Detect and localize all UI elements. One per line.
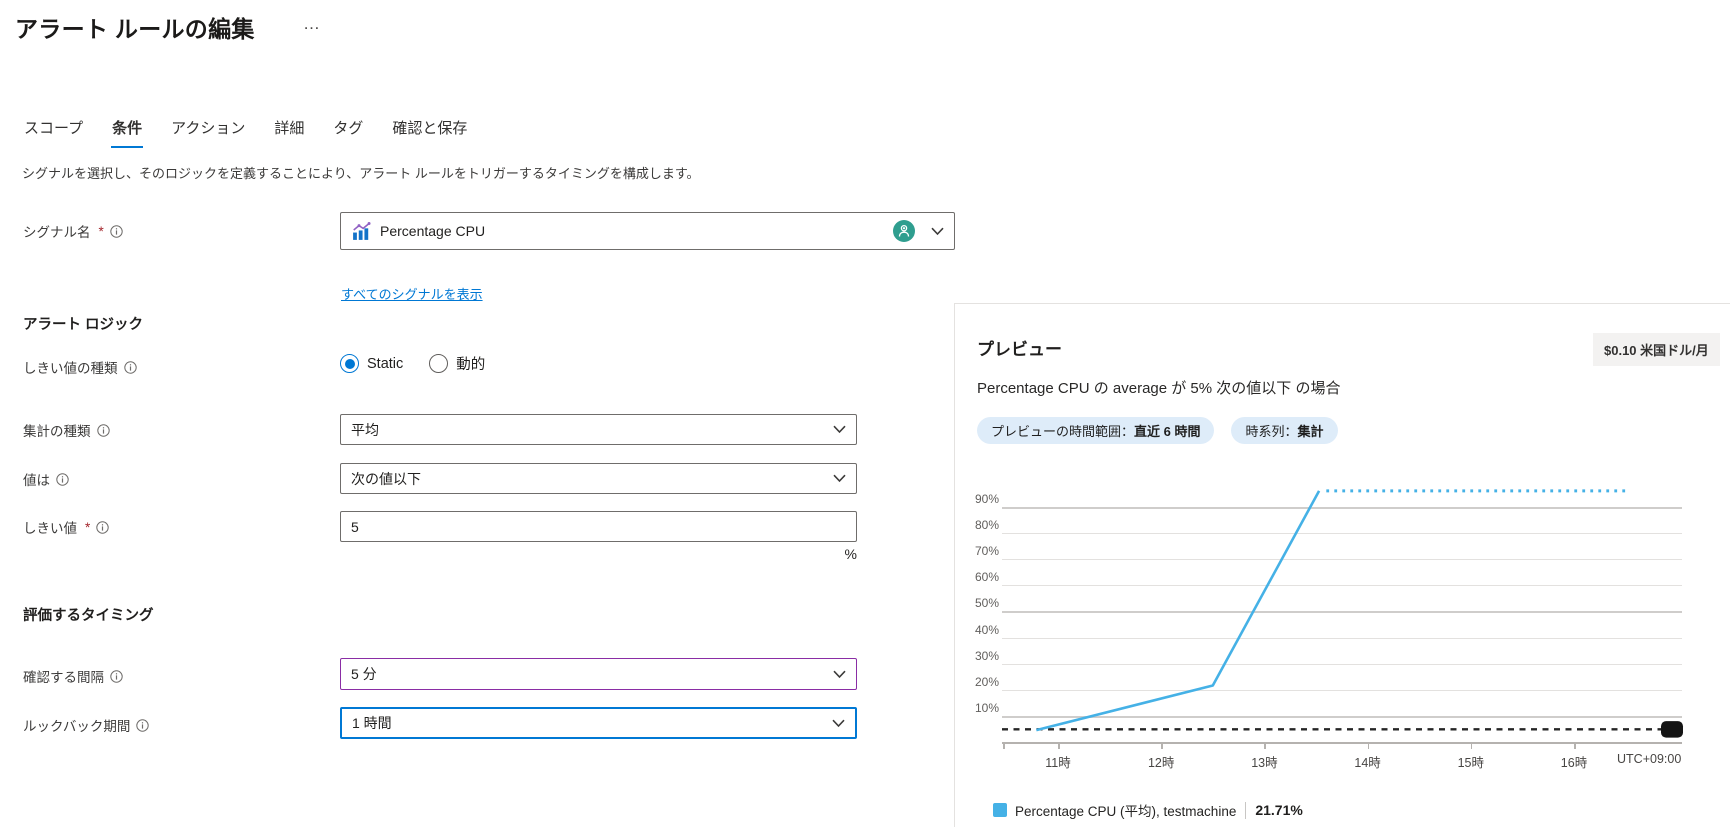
radio-dynamic-circle[interactable] [429, 354, 449, 373]
lookback-select[interactable]: 1 時間 [340, 707, 857, 739]
x-axis-line [1002, 742, 1682, 744]
threshold-input[interactable]: 5 [340, 511, 857, 542]
y-tick-label: 90% [974, 491, 999, 506]
frequency-select[interactable]: 5 分 [340, 658, 857, 690]
radio-static-circle[interactable] [340, 354, 359, 373]
tab-actions[interactable]: アクション [171, 120, 246, 137]
threshold-value-label: しきい値 * [23, 517, 109, 537]
x-tick-mark [1161, 742, 1163, 750]
tab-bar: スコープ 条件 アクション 詳細 タグ 確認と保存 [23, 117, 468, 148]
info-icon[interactable] [96, 423, 110, 437]
x-tick-label: 11時 [1045, 756, 1071, 771]
chevron-down-icon [833, 474, 846, 483]
signal-name-label: シグナル名 * [23, 221, 123, 241]
chevron-down-icon [833, 425, 846, 434]
preview-chart: 10% 20% 30% 40% 50% 60% 70% 80% 90% 11時 12時 13時 14時 1… [955, 464, 1700, 809]
threshold-type-label: しきい値の種類 [23, 357, 137, 377]
preview-heading: プレビュー [977, 340, 1062, 359]
chevron-down-icon [931, 227, 944, 236]
y-tick-label: 40% [974, 622, 999, 637]
gridline [1002, 585, 1682, 587]
tab-details[interactable]: 詳細 [274, 120, 305, 137]
gridline [1002, 611, 1682, 614]
tab-review-save[interactable]: 確認と保存 [392, 120, 468, 137]
chevron-down-icon [832, 719, 845, 728]
time-range-pill: プレビューの時間範囲： 直近 6 時間 [977, 417, 1215, 444]
signal-select-value: Percentage CPU [380, 223, 486, 239]
preview-card: プレビュー $0.10 米国ドル/月 Percentage CPU の aver… [954, 303, 1730, 827]
x-tick-mark [1367, 742, 1370, 750]
chart-lines [1002, 489, 1683, 738]
x-tick-label: 13時 [1251, 756, 1278, 771]
gridline [1002, 506, 1682, 509]
operator-label: 値は [23, 469, 69, 489]
tab-tags[interactable]: タグ [333, 120, 364, 137]
legend-swatch [993, 803, 1007, 817]
info-icon[interactable] [136, 718, 150, 732]
signal-select[interactable]: Percentage CPU [340, 212, 955, 250]
x-tick-label: 12時 [1147, 756, 1175, 771]
x-tick-mark [1003, 742, 1005, 750]
threshold-type-radio-group: Static 動的 [340, 353, 485, 374]
x-tick-mark [1470, 742, 1473, 750]
gridline [1002, 532, 1682, 534]
show-all-signals-link[interactable]: すべてのシグナルを表示 [341, 287, 483, 302]
x-tick-label: 14時 [1354, 756, 1381, 771]
gridline [1002, 663, 1682, 665]
x-tick-mark [1574, 742, 1576, 750]
x-tick-mark [1058, 742, 1060, 750]
chevron-down-icon [833, 670, 846, 679]
frequency-label: 確認する間隔 [23, 666, 123, 686]
evaluation-heading: 評価するタイミング [23, 608, 154, 624]
lookback-label: ルックバック期間 [23, 715, 150, 735]
aggregation-select[interactable]: 平均 [340, 414, 857, 445]
utc-offset-label: UTC+09:00 [1617, 752, 1682, 767]
info-icon[interactable] [110, 224, 123, 238]
gridline [1002, 690, 1682, 691]
chart-legend: Percentage CPU (平均), testmachine 21.71% [993, 800, 1303, 820]
info-icon[interactable] [123, 360, 137, 374]
gridline [1002, 637, 1682, 639]
threshold-unit: % [844, 546, 857, 562]
info-icon[interactable] [96, 520, 109, 534]
gridline [1002, 559, 1682, 560]
alert-logic-heading: アラート ロジック [23, 317, 144, 333]
preview-pills: プレビューの時間範囲： 直近 6 時間 時系列： 集計 [977, 417, 1338, 444]
info-icon[interactable] [56, 472, 69, 486]
radio-static[interactable]: Static [340, 354, 403, 373]
x-tick-label: 15時 [1457, 756, 1484, 771]
y-tick-label: 70% [974, 544, 999, 558]
operator-select[interactable]: 次の値以下 [340, 463, 857, 494]
y-tick-label: 20% [974, 675, 999, 689]
legend-series-name: Percentage CPU (平均), testmachine [1015, 804, 1237, 819]
series-pill: 時系列： 集計 [1231, 417, 1338, 444]
y-tick-label: 80% [974, 517, 999, 532]
price-badge: $0.10 米国ドル/月 [1593, 333, 1720, 366]
signal-badge-icon [893, 220, 915, 242]
metric-chart-icon [351, 221, 372, 242]
more-menu-button[interactable]: … [303, 14, 321, 33]
preview-condition-text: Percentage CPU の average が 5% 次の値以下 の場合 [977, 380, 1341, 397]
condition-description: シグナルを選択し、そのロジックを定義することにより、アラート ルールをトリガーす… [22, 166, 700, 181]
page-title: アラート ルールの編集 [15, 16, 255, 42]
x-tick-label: 16時 [1560, 756, 1588, 771]
radio-dynamic[interactable]: 動的 [429, 353, 485, 374]
info-icon[interactable] [110, 669, 123, 683]
y-tick-label: 50% [974, 596, 999, 611]
series-line [1036, 490, 1321, 732]
tab-condition[interactable]: 条件 [111, 117, 144, 148]
y-tick-label: 30% [974, 648, 999, 663]
x-tick-mark [1264, 742, 1266, 750]
aggregation-label: 集計の種類 [23, 420, 110, 440]
gridline [1002, 716, 1682, 719]
threshold-handle[interactable] [1661, 721, 1683, 738]
legend-current-value: 21.71% [1255, 802, 1303, 818]
tab-scope[interactable]: スコープ [24, 120, 84, 137]
y-tick-label: 60% [974, 570, 999, 585]
y-tick-label: 10% [974, 701, 999, 716]
